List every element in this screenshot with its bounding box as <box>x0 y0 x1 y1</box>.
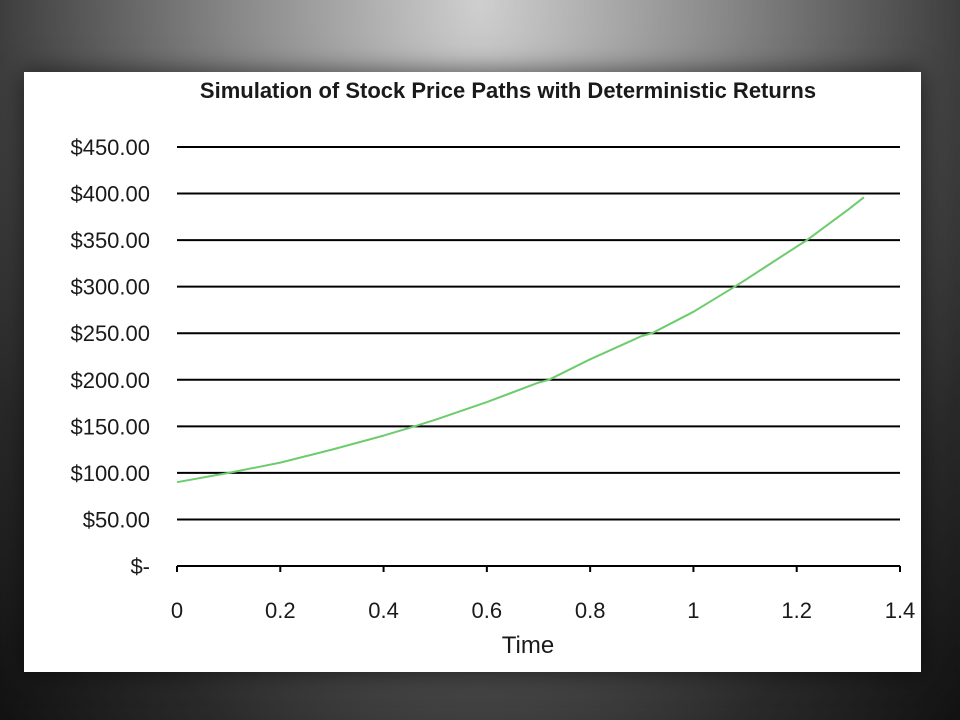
x-tick-label: 0 <box>171 598 183 623</box>
y-tick-label: $350.00 <box>70 228 150 253</box>
y-tick-label: $250.00 <box>70 321 150 346</box>
x-tick-label: 1.2 <box>781 598 812 623</box>
y-tick-label: $450.00 <box>70 135 150 160</box>
y-tick-label: $100.00 <box>70 461 150 486</box>
x-tick-label: 0.8 <box>575 598 606 623</box>
x-axis-label: Time <box>502 632 554 659</box>
y-tick-label: $200.00 <box>70 368 150 393</box>
x-tick-label: 0.4 <box>368 598 399 623</box>
series-layer <box>176 196 865 484</box>
y-tick-labels: $- $50.00 $100.00 $150.00 $200.00 $250.00 $300… <box>70 135 150 579</box>
x-tick-label: 0.2 <box>265 598 296 623</box>
line-chart: Simulation of Stock Price Paths with Det… <box>70 78 915 659</box>
x-tick-label: 1.4 <box>885 598 916 623</box>
y-tick-label: $- <box>130 554 150 579</box>
y-tick-label: $300.00 <box>70 275 150 300</box>
x-tick-labels: 0 0.2 0.4 0.6 0.8 1 1.2 1.4 <box>171 598 915 623</box>
y-tick-label: $50.00 <box>83 507 150 532</box>
y-tick-label: $400.00 <box>70 182 150 207</box>
slide-panel: Simulation of Stock Price Paths with Det… <box>24 72 921 672</box>
x-tick-label: 0.6 <box>472 598 503 623</box>
x-tick-label: 1 <box>687 598 699 623</box>
grid-lines <box>176 146 901 572</box>
series-line-0 <box>176 196 865 484</box>
chart-title: Simulation of Stock Price Paths with Det… <box>200 78 816 103</box>
y-tick-label: $150.00 <box>70 414 150 439</box>
